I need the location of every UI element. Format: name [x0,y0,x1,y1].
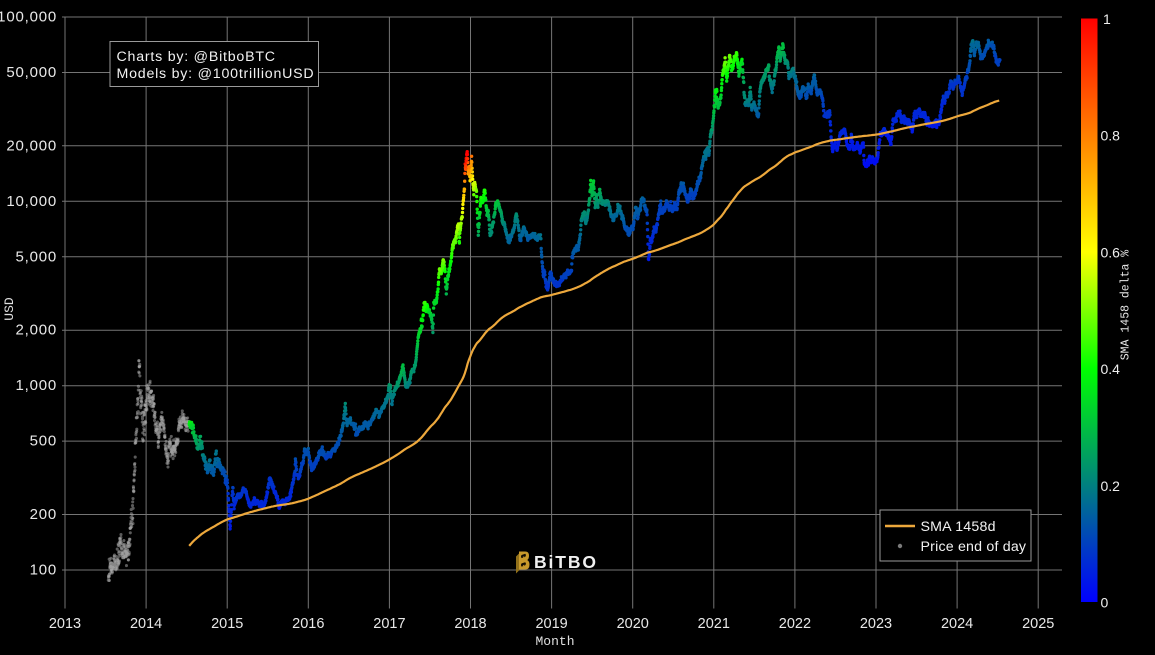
svg-text:0.8: 0.8 [1101,128,1121,144]
svg-text:2023: 2023 [860,616,892,632]
svg-text:2022: 2022 [779,616,811,632]
svg-text:Month: Month [535,634,574,649]
svg-text:2016: 2016 [292,616,324,632]
svg-text:100,000: 100,000 [0,9,57,26]
svg-text:2019: 2019 [535,616,567,632]
svg-text:2,000: 2,000 [15,322,57,339]
svg-text:BiTBO: BiTBO [534,552,598,572]
svg-text:2024: 2024 [941,616,973,632]
svg-text:Models by: @100trillionUSD: Models by: @100trillionUSD [117,66,315,82]
svg-text:Charts by: @BitboBTC: Charts by: @BitboBTC [117,49,276,65]
svg-text:SMA 1458d: SMA 1458d [921,519,996,535]
svg-text:100: 100 [30,562,57,579]
svg-text:USD: USD [2,297,17,321]
svg-text:0.6: 0.6 [1101,244,1121,260]
svg-text:2025: 2025 [1022,616,1054,632]
svg-text:1,000: 1,000 [15,377,57,394]
svg-text:500: 500 [30,433,57,450]
svg-text:2014: 2014 [130,616,162,632]
svg-text:2015: 2015 [211,616,243,632]
svg-text:50,000: 50,000 [6,64,57,81]
svg-text:20,000: 20,000 [6,137,57,154]
svg-text:200: 200 [30,506,57,523]
svg-text:0.4: 0.4 [1101,361,1121,377]
svg-text:2017: 2017 [373,616,405,632]
svg-text:10,000: 10,000 [6,193,57,210]
svg-text:2021: 2021 [698,616,730,632]
svg-text:2020: 2020 [617,616,649,632]
svg-text:0.2: 0.2 [1101,478,1121,494]
svg-text:1: 1 [1103,11,1111,27]
svg-text:Price end of day: Price end of day [921,539,1027,555]
svg-text:2013: 2013 [49,616,81,632]
svg-text:0: 0 [1101,595,1109,611]
svg-text:5,000: 5,000 [15,248,57,265]
svg-text:SMA 1458 delta %: SMA 1458 delta % [1120,250,1133,361]
svg-text:2018: 2018 [454,616,486,632]
